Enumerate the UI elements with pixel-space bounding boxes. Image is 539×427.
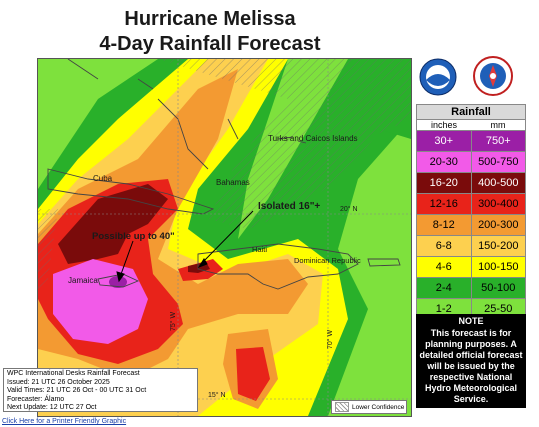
puerto-rico-outline <box>367 258 401 267</box>
legend-inches: 16-20 <box>417 173 472 193</box>
lower-confidence-key: Lower Confidence <box>331 400 407 414</box>
legend-mm: 400-500 <box>478 177 519 189</box>
label-turks: Turks and Caicos Islands <box>268 134 358 143</box>
nws-logo <box>473 56 513 96</box>
florida-outline <box>67 59 99 80</box>
label-possible: Possible up to 40" <box>92 231 175 242</box>
info-line2: Issued: 21 UTC 26 October 2025 <box>7 378 110 386</box>
noaa-logo <box>419 58 457 96</box>
legend-inches: 20-30 <box>417 152 472 172</box>
label-lat20: 20° N <box>340 205 358 213</box>
hatch-swatch <box>335 402 349 412</box>
legend-inches: 30+ <box>417 131 472 151</box>
label-haiti: Haiti <box>252 245 267 254</box>
legend-inches: 2-4 <box>417 278 472 298</box>
map-title-line1: Hurricane Melissa <box>124 8 296 30</box>
arrow-possible <box>119 240 134 278</box>
legend-inches: 4-6 <box>417 257 472 277</box>
cuba-outline <box>47 168 215 215</box>
turks-outline <box>277 136 307 144</box>
label-cuba: Cuba <box>93 174 113 183</box>
legend-row: 20-30 500-750 <box>416 152 526 173</box>
legend-row: 6-8 150-200 <box>416 236 526 257</box>
info-line3: Valid Times: 21 UTC 26 Oct - 00 UTC 31 O… <box>7 387 147 395</box>
legend-unit-mm: mm <box>490 120 506 130</box>
legend-mm: 25-50 <box>484 303 513 315</box>
rainfall-legend: Rainfall inches mm 30+ 750+ 20-30 500-750 16… <box>416 104 526 320</box>
note-heading: NOTE <box>458 316 484 326</box>
legend-row: 2-4 50-100 <box>416 278 526 299</box>
legend-inches: 6-8 <box>417 236 472 256</box>
legend-row: 8-12 200-300 <box>416 215 526 236</box>
legend-inches: 8-12 <box>417 215 472 235</box>
printer-friendly-link[interactable]: Click Here for a Printer Friendly Graphi… <box>2 418 127 425</box>
legend-mm: 300-400 <box>478 198 519 210</box>
legend-mm: 100-150 <box>478 261 519 273</box>
label-dr: Dominican Republic <box>294 256 361 265</box>
legend-mm: 750+ <box>485 135 511 147</box>
legend-mm: 150-200 <box>478 240 519 252</box>
arrow-possible-head <box>116 271 125 283</box>
legend-rows: 30+ 750+ 20-30 500-750 16-20 400-500 12-16 300-… <box>416 131 526 320</box>
note-body: This forecast is for planning purposes. … <box>419 328 523 404</box>
label-jamaica: Jamaica <box>68 276 98 285</box>
rainfall-map: Turks and Caicos Islands Cuba Bahamas Is… <box>37 58 412 417</box>
bahamas-outline <box>137 78 239 170</box>
info-line1: WPC International Desks Rainfall Forecas… <box>7 370 140 377</box>
arrow-isolated-head <box>197 258 208 268</box>
map-title-line2: 4-Day Rainfall Forecast <box>99 33 321 55</box>
legend-inches: 1-2 <box>417 299 472 319</box>
legend-mm: 200-300 <box>478 219 519 231</box>
legend-mm: 500-750 <box>478 156 519 168</box>
legend-row: 16-20 400-500 <box>416 173 526 194</box>
arrow-isolated <box>200 210 254 265</box>
low-confidence-area-sw <box>38 209 58 289</box>
legend-mm: 50-100 <box>481 282 516 294</box>
legend-inches: 12-16 <box>417 194 472 214</box>
zone-16-20 <box>58 184 168 264</box>
legend-row: 4-6 100-150 <box>416 257 526 278</box>
legend-row: 12-16 300-400 <box>416 194 526 215</box>
label-lon70: 70° W <box>326 329 334 349</box>
note-box: NOTE This forecast is for planning purpo… <box>416 314 526 408</box>
legend-unit-inches: inches <box>430 120 457 130</box>
hispaniola-outline <box>197 243 359 290</box>
legend-units: inches mm <box>416 120 526 131</box>
legend-row: 30+ 750+ <box>416 131 526 152</box>
label-lat15: 15° N <box>208 391 226 399</box>
zone-30-plus <box>109 276 127 288</box>
info-line5: Next Update: 12 UTC 27 Oct <box>7 404 97 412</box>
label-lon75: 75° W <box>169 311 177 331</box>
label-bahamas: Bahamas <box>216 178 250 187</box>
zone-12-16-south <box>236 347 270 401</box>
forecast-info-box: WPC International Desks Rainfall Forecas… <box>3 368 198 412</box>
label-isolated: Isolated 16"+ <box>258 201 320 212</box>
info-line4: Forecaster: Álamo <box>7 395 65 403</box>
legend-title: Rainfall <box>416 104 526 120</box>
low-confidence-area <box>158 59 411 229</box>
lower-confidence-label: Lower Confidence <box>352 403 405 411</box>
